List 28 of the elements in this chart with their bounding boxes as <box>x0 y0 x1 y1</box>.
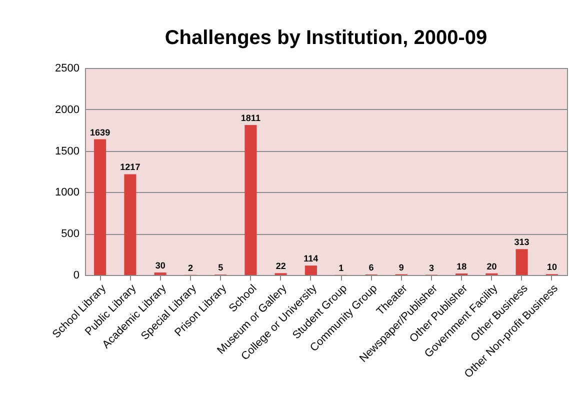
data-label: 6 <box>368 262 374 273</box>
data-label: 22 <box>276 261 286 272</box>
y-tick-label: 2500 <box>55 62 80 74</box>
y-tick-label: 1000 <box>55 186 80 199</box>
data-label: 10 <box>546 262 557 272</box>
data-label: 3 <box>428 262 434 273</box>
chart-title: Challenges by Institution, 2000-09 <box>164 27 488 49</box>
data-label: 5 <box>218 262 224 273</box>
bar <box>516 249 528 275</box>
data-label: 1217 <box>120 162 140 172</box>
y-tick-label: 1500 <box>55 145 80 158</box>
data-label: 114 <box>304 254 318 264</box>
bar <box>304 266 317 275</box>
data-label: 1 <box>338 262 344 273</box>
data-label: 18 <box>456 262 467 272</box>
data-label: 1811 <box>240 113 260 124</box>
data-label: 1639 <box>90 127 110 138</box>
bar <box>124 174 136 275</box>
bar <box>244 125 257 275</box>
data-label: 2 <box>188 262 193 273</box>
data-label: 313 <box>514 237 530 248</box>
data-label: 9 <box>398 262 404 272</box>
y-tick-label: 0 <box>73 270 80 282</box>
y-tick-label: 2000 <box>55 104 80 116</box>
bar <box>94 139 106 275</box>
y-tick-label: 500 <box>61 228 80 240</box>
data-label: 30 <box>155 260 166 271</box>
data-label: 20 <box>486 261 497 272</box>
